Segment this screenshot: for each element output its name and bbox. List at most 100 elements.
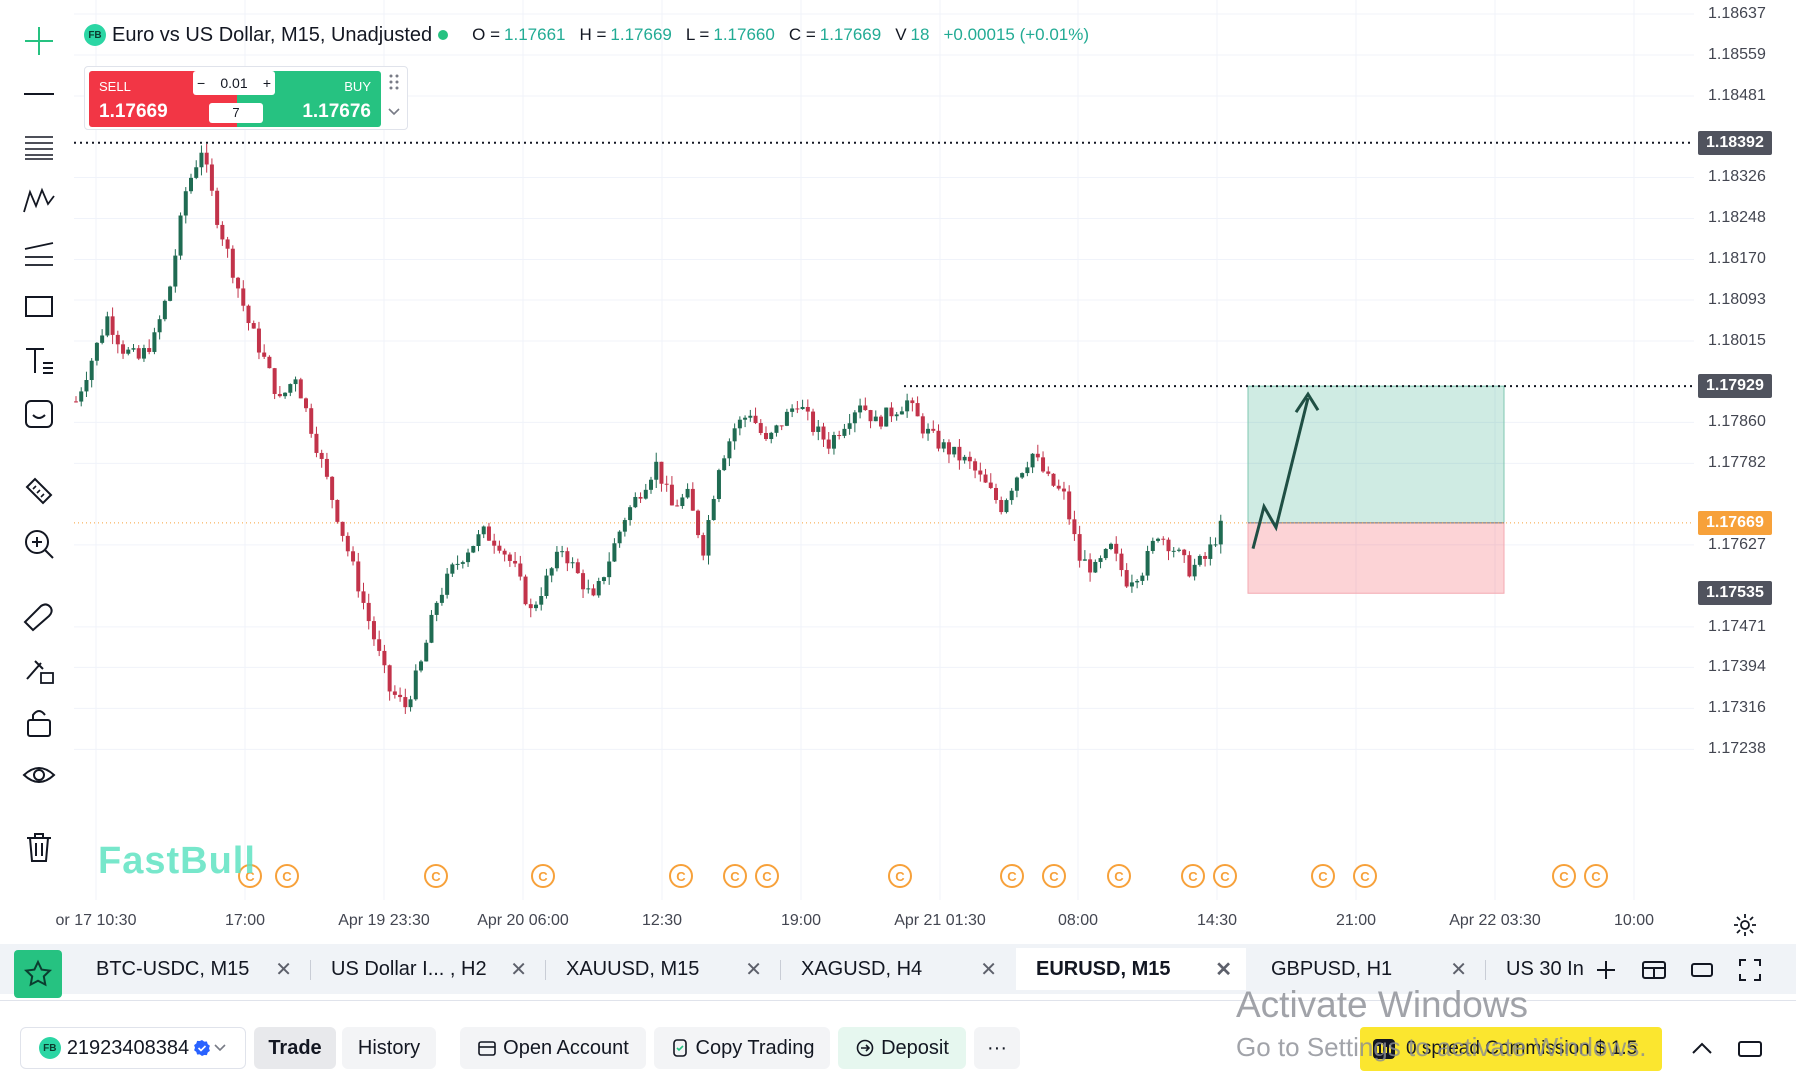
lock-drawing-icon[interactable] (18, 648, 60, 690)
account-selector[interactable]: FB 21923408384 (20, 1027, 246, 1069)
price-tag-label: 1.17929 (1698, 374, 1772, 399)
candle-body (1109, 543, 1113, 549)
close-icon[interactable]: ✕ (980, 958, 997, 981)
eye-icon[interactable] (18, 754, 60, 796)
promo-banner[interactable]: 0 spread Commission $ 1.5 (1360, 1027, 1662, 1071)
close-value: 1.17669 (819, 25, 882, 44)
fib-retracement-icon[interactable] (18, 126, 60, 168)
candle-body (727, 441, 732, 459)
candle-body (251, 323, 256, 329)
layout-icon[interactable] (1640, 956, 1668, 984)
candle-body (983, 474, 988, 483)
candle-body (84, 380, 89, 392)
candle-body (335, 499, 340, 522)
candle-body (680, 497, 685, 507)
favorites-star-button[interactable] (14, 950, 62, 998)
quantity-decrease-button[interactable]: − (197, 75, 206, 91)
candle-body (267, 356, 272, 369)
more-button[interactable]: ··· (974, 1027, 1020, 1069)
single-window-icon[interactable] (1688, 956, 1716, 984)
candle-body (147, 348, 152, 352)
quantity-value[interactable]: 0.01 (220, 75, 248, 91)
candle-body (94, 342, 99, 361)
candle-body (811, 411, 816, 432)
add-tab-plus-icon[interactable] (1592, 956, 1620, 984)
close-icon[interactable]: ✕ (1215, 958, 1232, 981)
deposit-button[interactable]: Deposit (838, 1027, 966, 1069)
candle-body (419, 661, 423, 671)
chevron-down-icon[interactable] (387, 105, 401, 119)
text-icon[interactable] (18, 340, 60, 382)
close-icon[interactable]: ✕ (745, 958, 762, 981)
zoom-in-icon[interactable] (18, 523, 60, 565)
candle-body (298, 379, 303, 399)
unlock-icon[interactable] (18, 701, 60, 743)
quantity-increase-button[interactable]: + (262, 75, 271, 91)
chart-settings-gear-icon[interactable] (1732, 912, 1758, 938)
candle-body (879, 416, 883, 427)
quantity-stepper[interactable]: − 0.01 + (193, 71, 275, 95)
candle-body (115, 334, 120, 345)
ruler-icon[interactable] (18, 470, 60, 512)
tab-eurusd[interactable]: EURUSD, M15 ✕ (1016, 948, 1246, 990)
tab-btcusdc[interactable]: BTC-USDC, M15 ✕ (76, 948, 306, 990)
candle-body (633, 496, 638, 508)
close-icon[interactable]: ✕ (275, 958, 292, 981)
tab-xauusd[interactable]: XAUUSD, M15 ✕ (546, 948, 776, 990)
economic-event-marker (275, 864, 299, 888)
tab-xagusd[interactable]: XAGUSD, H4 ✕ (781, 948, 1011, 990)
candle-body (199, 152, 204, 168)
candle-body (194, 167, 199, 178)
magnet-icon[interactable] (18, 595, 60, 637)
candle-body (424, 642, 429, 662)
candle-body (121, 344, 126, 354)
chevron-up-icon[interactable] (1688, 1035, 1716, 1063)
emoji-icon[interactable] (18, 393, 60, 435)
copy-trading-button[interactable]: Copy Trading (654, 1027, 830, 1069)
candle-body (570, 562, 575, 564)
parallel-channel-icon[interactable] (18, 232, 60, 274)
fastbull-watermark: FastBull (98, 840, 256, 882)
candle-body (1135, 580, 1140, 583)
candle-body (366, 602, 371, 622)
trade-tab[interactable]: Trade (254, 1027, 336, 1069)
tab-us-dollar-index[interactable]: US Dollar I... , H2 ✕ (311, 948, 541, 990)
drag-handle-icon[interactable] (387, 73, 401, 91)
tab-us30[interactable]: US 30 In (1486, 948, 1590, 990)
close-icon[interactable]: ✕ (1450, 958, 1467, 981)
price-axis[interactable]: 1.18637 1.18559 1.18481 1.18326 1.18248 1.181… (1696, 0, 1796, 948)
economic-event-marker (755, 864, 779, 888)
account-id: 21923408384 (66, 1036, 190, 1059)
sell-label: SELL (99, 79, 131, 94)
crosshair-icon[interactable] (18, 20, 60, 62)
sell-price: 1.17669 (99, 101, 168, 122)
candle-body (392, 691, 397, 695)
time-axis[interactable]: or 17 10:30 17:00 Apr 19 23:30 Apr 20 06:00… (56, 900, 1694, 940)
economic-event-marker (1552, 864, 1576, 888)
fullscreen-icon[interactable] (1736, 956, 1764, 984)
candle-body (1098, 558, 1103, 562)
close-icon[interactable]: ✕ (510, 958, 527, 981)
candle-body (1187, 555, 1192, 577)
symbol-title[interactable]: Euro vs US Dollar, M15, Unadjusted (112, 23, 433, 46)
pattern-icon[interactable] (18, 179, 60, 221)
candle-body (701, 535, 706, 556)
horizontal-line-icon[interactable] (18, 73, 60, 115)
trash-icon[interactable] (18, 826, 60, 868)
candle-body (1035, 453, 1040, 458)
tab-gbpusd[interactable]: GBPUSD, H1 ✕ (1251, 948, 1481, 990)
candle-body (581, 573, 586, 590)
candle-body (575, 562, 580, 574)
candle-body (831, 435, 836, 449)
history-tab[interactable]: History (342, 1027, 436, 1069)
candle-body (973, 461, 978, 471)
rectangle-icon[interactable] (18, 285, 60, 327)
open-account-button[interactable]: Open Account (460, 1027, 646, 1069)
candle-body (1161, 538, 1166, 540)
candle-body (753, 415, 758, 424)
panel-toggle-icon[interactable] (1736, 1035, 1764, 1063)
candle-body (638, 496, 643, 499)
candle-body (821, 426, 826, 440)
